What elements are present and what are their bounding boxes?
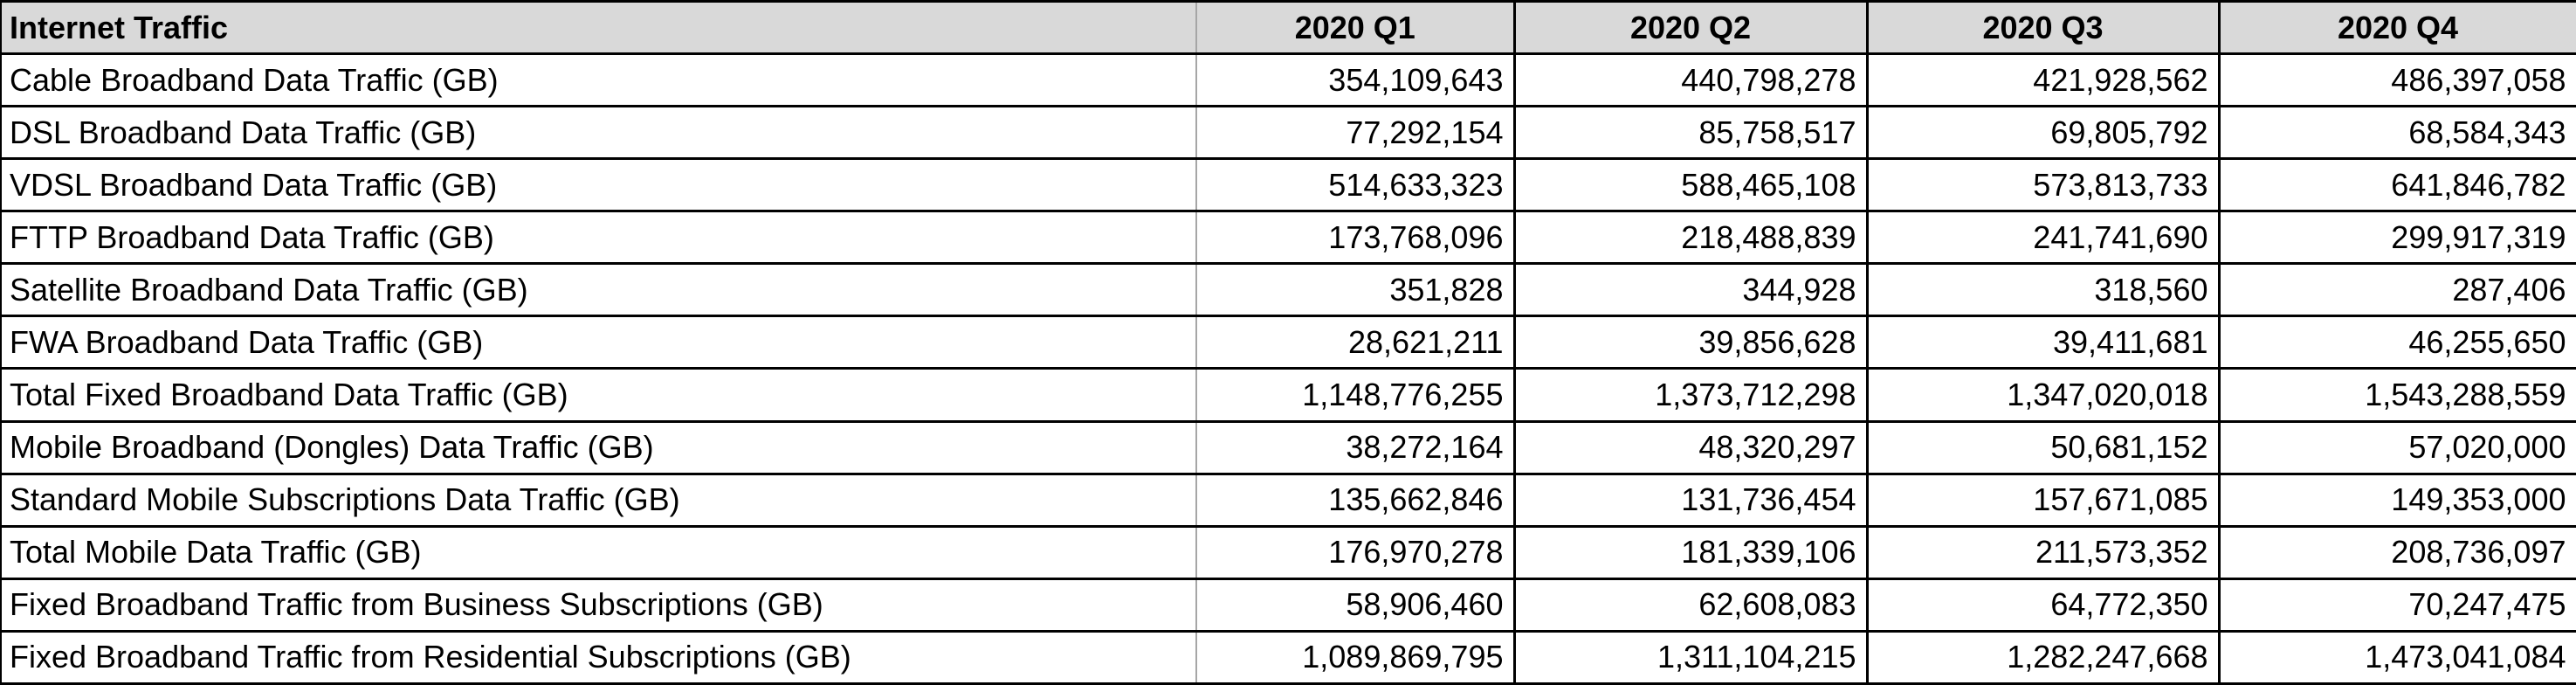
value-cell: 641,846,782 bbox=[2217, 158, 2576, 213]
value-cell: 573,813,733 bbox=[1865, 158, 2219, 213]
value-cell: 354,109,643 bbox=[1196, 53, 1514, 108]
value-cell: 173,768,096 bbox=[1196, 211, 1514, 266]
column-header-2020-q4: 2020 Q4 bbox=[2217, 1, 2576, 55]
value-cell: 176,970,278 bbox=[1196, 526, 1514, 580]
value-cell: 70,247,475 bbox=[2217, 578, 2576, 633]
value-cell: 77,292,154 bbox=[1196, 106, 1514, 161]
row-label: Satellite Broadband Data Traffic (GB) bbox=[1, 263, 1197, 318]
row-label: Mobile Broadband (Dongles) Data Traffic … bbox=[1, 421, 1197, 475]
value-cell: 351,828 bbox=[1196, 263, 1514, 318]
value-cell: 1,373,712,298 bbox=[1512, 368, 1867, 423]
value-cell: 299,917,319 bbox=[2217, 211, 2576, 266]
table-row-business-subscriptions: Fixed Broadband Traffic from Business Su… bbox=[1, 578, 2576, 633]
value-cell: 57,020,000 bbox=[2217, 421, 2576, 475]
table-row-fttp: FTTP Broadband Data Traffic (GB) 173,768… bbox=[1, 211, 2576, 266]
value-cell: 28,621,211 bbox=[1196, 315, 1514, 370]
row-label: Total Fixed Broadband Data Traffic (GB) bbox=[1, 368, 1197, 423]
value-cell: 1,311,104,215 bbox=[1512, 631, 1867, 685]
value-cell: 486,397,058 bbox=[2217, 53, 2576, 108]
value-cell: 421,928,562 bbox=[1865, 53, 2219, 108]
value-cell: 64,772,350 bbox=[1865, 578, 2219, 633]
table-row-total-fixed: Total Fixed Broadband Data Traffic (GB) … bbox=[1, 368, 2576, 423]
table-row-cable: Cable Broadband Data Traffic (GB) 354,10… bbox=[1, 53, 2576, 108]
value-cell: 1,543,288,559 bbox=[2217, 368, 2576, 423]
value-cell: 135,662,846 bbox=[1196, 474, 1514, 528]
value-cell: 1,148,776,255 bbox=[1196, 368, 1514, 423]
value-cell: 68,584,343 bbox=[2217, 106, 2576, 161]
value-cell: 344,928 bbox=[1512, 263, 1867, 318]
value-cell: 318,560 bbox=[1865, 263, 2219, 318]
row-label: Fixed Broadband Traffic from Business Su… bbox=[1, 578, 1197, 633]
value-cell: 287,406 bbox=[2217, 263, 2576, 318]
value-cell: 58,906,460 bbox=[1196, 578, 1514, 633]
row-label: Fixed Broadband Traffic from Residential… bbox=[1, 631, 1197, 685]
value-cell: 241,741,690 bbox=[1865, 211, 2219, 266]
table-row-mobile-dongles: Mobile Broadband (Dongles) Data Traffic … bbox=[1, 421, 2576, 475]
value-cell: 85,758,517 bbox=[1512, 106, 1867, 161]
row-label: DSL Broadband Data Traffic (GB) bbox=[1, 106, 1197, 161]
table-row-dsl: DSL Broadband Data Traffic (GB) 77,292,1… bbox=[1, 106, 2576, 161]
value-cell: 69,805,792 bbox=[1865, 106, 2219, 161]
header-row: Internet Traffic 2020 Q1 2020 Q2 2020 Q3… bbox=[1, 1, 2576, 55]
value-cell: 50,681,152 bbox=[1865, 421, 2219, 475]
value-cell: 1,282,247,668 bbox=[1865, 631, 2219, 685]
value-cell: 440,798,278 bbox=[1512, 53, 1867, 108]
row-label: Total Mobile Data Traffic (GB) bbox=[1, 526, 1197, 580]
table-row-residential-subscriptions: Fixed Broadband Traffic from Residential… bbox=[1, 631, 2576, 685]
value-cell: 514,633,323 bbox=[1196, 158, 1514, 213]
table-row-fwa: FWA Broadband Data Traffic (GB) 28,621,2… bbox=[1, 315, 2576, 370]
value-cell: 1,089,869,795 bbox=[1196, 631, 1514, 685]
value-cell: 39,411,681 bbox=[1865, 315, 2219, 370]
column-header-2020-q3: 2020 Q3 bbox=[1865, 1, 2219, 55]
value-cell: 1,347,020,018 bbox=[1865, 368, 2219, 423]
value-cell: 62,608,083 bbox=[1512, 578, 1867, 633]
value-cell: 131,736,454 bbox=[1512, 474, 1867, 528]
value-cell: 157,671,085 bbox=[1865, 474, 2219, 528]
column-header-2020-q2: 2020 Q2 bbox=[1512, 1, 1867, 55]
table-row-standard-mobile: Standard Mobile Subscriptions Data Traff… bbox=[1, 474, 2576, 528]
column-header-2020-q1: 2020 Q1 bbox=[1196, 1, 1514, 55]
table-row-satellite: Satellite Broadband Data Traffic (GB) 35… bbox=[1, 263, 2576, 318]
row-label: Standard Mobile Subscriptions Data Traff… bbox=[1, 474, 1197, 528]
row-label: FTTP Broadband Data Traffic (GB) bbox=[1, 211, 1197, 266]
value-cell: 48,320,297 bbox=[1512, 421, 1867, 475]
value-cell: 211,573,352 bbox=[1865, 526, 2219, 580]
table-title-cell: Internet Traffic bbox=[1, 1, 1197, 55]
row-label: FWA Broadband Data Traffic (GB) bbox=[1, 315, 1197, 370]
row-label: Cable Broadband Data Traffic (GB) bbox=[1, 53, 1197, 108]
row-label: VDSL Broadband Data Traffic (GB) bbox=[1, 158, 1197, 213]
value-cell: 1,473,041,084 bbox=[2217, 631, 2576, 685]
table-row-vdsl: VDSL Broadband Data Traffic (GB) 514,633… bbox=[1, 158, 2576, 213]
value-cell: 181,339,106 bbox=[1512, 526, 1867, 580]
value-cell: 218,488,839 bbox=[1512, 211, 1867, 266]
value-cell: 208,736,097 bbox=[2217, 526, 2576, 580]
value-cell: 588,465,108 bbox=[1512, 158, 1867, 213]
value-cell: 149,353,000 bbox=[2217, 474, 2576, 528]
value-cell: 38,272,164 bbox=[1196, 421, 1514, 475]
value-cell: 39,856,628 bbox=[1512, 315, 1867, 370]
table-row-total-mobile: Total Mobile Data Traffic (GB) 176,970,2… bbox=[1, 526, 2576, 580]
value-cell: 46,255,650 bbox=[2217, 315, 2576, 370]
